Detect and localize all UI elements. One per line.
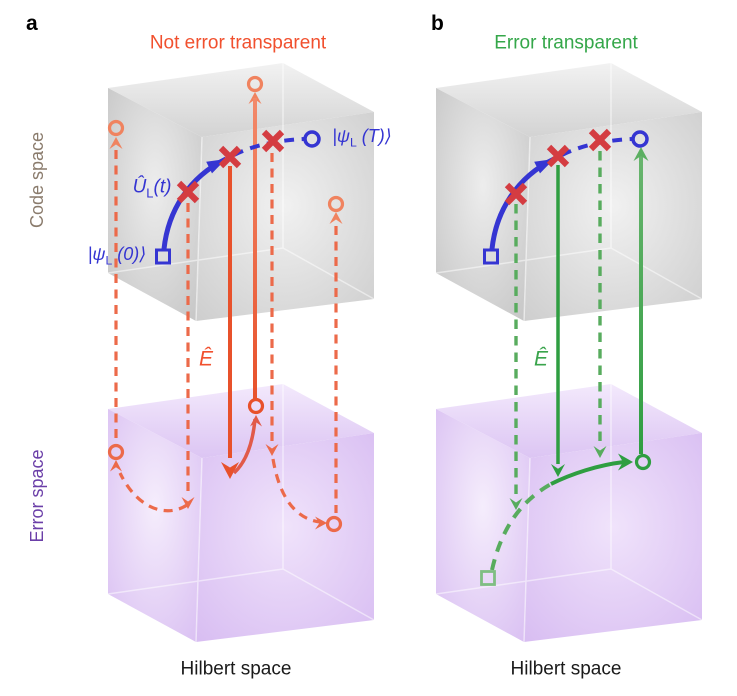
- error-events-b: [504, 128, 612, 206]
- gate-label: ÛL(t): [132, 176, 172, 201]
- cube-top-face: [108, 384, 374, 458]
- arrowhead-down: [593, 446, 607, 458]
- arrowhead-right: [618, 453, 633, 471]
- initial-state-square: [155, 248, 171, 265]
- error-state-circle: [107, 443, 125, 461]
- final-state-circle: [303, 130, 321, 148]
- error-x-mark: [504, 182, 528, 206]
- final-state-circle: [246, 75, 264, 93]
- cube-right-face: [524, 112, 702, 321]
- error-arrows-dashed-a: [107, 150, 343, 533]
- error-arrows-solid-a: [221, 166, 265, 479]
- cube-hidden-edges: [435, 384, 703, 643]
- error-x-mark: [218, 145, 242, 169]
- arrowhead-up: [329, 212, 343, 224]
- error-space-cube-b: [435, 384, 703, 643]
- error-x-mark: [261, 129, 285, 153]
- error-trajectory-solid: [550, 460, 625, 486]
- final-state-circle: [327, 195, 345, 213]
- arrowhead-down-large: [221, 462, 239, 479]
- error-state-circle: [325, 515, 343, 533]
- psi-final-label: |ψL (T)⟩: [332, 126, 392, 150]
- arrowhead-up: [110, 460, 122, 472]
- cube-top-face: [436, 384, 702, 458]
- arrowhead-down: [181, 497, 195, 509]
- cube-hidden-edges: [107, 63, 375, 322]
- gate-trajectory-dashed: [233, 137, 305, 157]
- error-evolution-curve: [232, 418, 257, 475]
- error-space-cube-a: [107, 384, 375, 643]
- cube-right-face: [524, 433, 702, 642]
- arrowhead-right: [315, 516, 327, 530]
- code-space-cube-b: [435, 63, 703, 322]
- cube-top-face: [108, 63, 374, 137]
- error-evolution-curve-solid-a: [232, 415, 262, 475]
- error-state-circle: [247, 397, 265, 415]
- gate-trajectory-dashed: [561, 137, 633, 157]
- error-state-square: [480, 570, 496, 586]
- cube-right-face: [196, 433, 374, 642]
- arrowhead-up-large: [633, 147, 649, 161]
- cube-hidden-edges: [435, 63, 703, 322]
- panel-label-a: a: [26, 12, 38, 35]
- arrowhead-down: [551, 464, 565, 477]
- error-arrows-dashed-b: [490, 151, 607, 571]
- error-final-state-circle: [634, 453, 652, 471]
- hilbert-space-label-a: Hilbert space: [180, 658, 292, 680]
- cube-hidden-edges: [107, 384, 375, 643]
- arrowhead-down: [265, 444, 279, 456]
- final-state-circle: [631, 130, 649, 148]
- error-operator-label-a: Ê: [198, 347, 214, 371]
- arrowhead-up: [109, 137, 123, 149]
- error-evolution-curve-dashed: [118, 472, 188, 513]
- panel-title-a: Not error transparent: [149, 32, 327, 54]
- error-evolution-curve-dashed: [271, 458, 321, 524]
- error-x-mark: [176, 180, 200, 204]
- cube-top-face: [436, 63, 702, 137]
- arrowhead-down: [509, 498, 523, 510]
- error-trajectory-dashed: [490, 482, 552, 571]
- code-space-label: Code space: [27, 131, 47, 229]
- error-operator-label-b: Ê: [533, 347, 549, 371]
- panel-title-b: Error transparent: [494, 32, 638, 54]
- final-state-circle: [107, 119, 125, 137]
- error-arrows-solid-b: [550, 165, 652, 486]
- initial-state-square: [483, 248, 499, 265]
- error-events-a: [176, 129, 285, 204]
- psi-initial-label: |ψL (0)⟩: [87, 244, 147, 268]
- scattered-final-states-a: [107, 75, 345, 224]
- hilbert-space-label-b: Hilbert space: [510, 658, 622, 680]
- error-space-label: Error space: [27, 449, 47, 543]
- error-initial-state-b: [480, 570, 496, 586]
- error-x-mark: [588, 128, 612, 152]
- arrowhead-up: [250, 415, 262, 427]
- panel-label-b: b: [431, 12, 444, 35]
- error-x-mark: [546, 144, 570, 168]
